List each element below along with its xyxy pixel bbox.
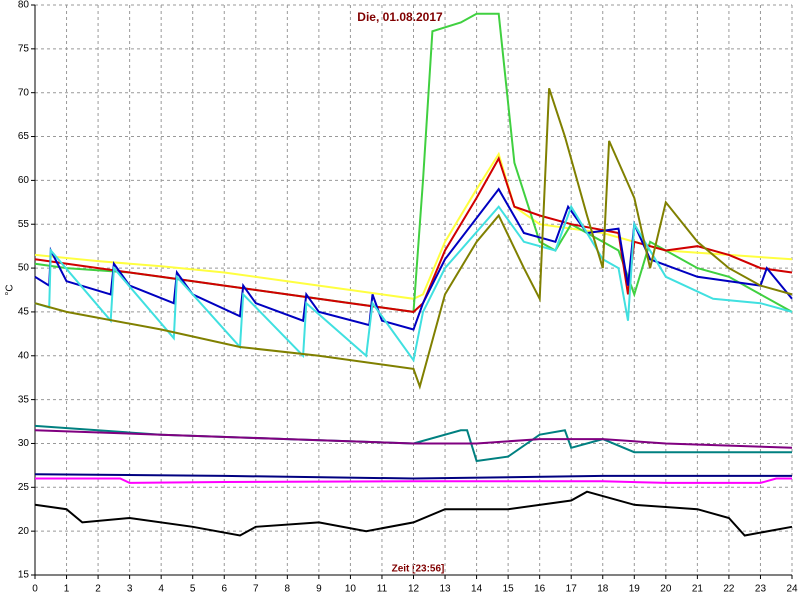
y-tick-label: 75 <box>18 43 30 54</box>
series-line <box>34 156 793 313</box>
x-tick-label: 23 <box>755 584 767 595</box>
x-tick-label: 21 <box>692 584 704 595</box>
series-line <box>34 490 793 537</box>
y-tick-label: 20 <box>18 526 30 537</box>
x-tick-label: 19 <box>629 584 641 595</box>
x-tick-label: 24 <box>786 584 798 595</box>
chart-title: Die, 01.08.2017 <box>357 10 443 24</box>
x-tick-label: 20 <box>660 584 672 595</box>
y-tick-label: 25 <box>18 482 30 493</box>
x-tick-label: 2 <box>95 584 101 595</box>
x-tick-label: 7 <box>253 584 259 595</box>
series-line <box>34 473 792 480</box>
x-tick-label: 6 <box>221 584 227 595</box>
x-tick-label: 15 <box>503 584 515 595</box>
y-tick-label: 30 <box>18 438 30 449</box>
x-tick-label: 9 <box>316 584 322 595</box>
y-tick-label: 40 <box>18 350 30 361</box>
y-tick-label: 15 <box>18 570 30 581</box>
series-line <box>35 477 792 484</box>
x-tick-label: 8 <box>285 584 291 595</box>
x-tick-label: 5 <box>190 584 196 595</box>
x-axis-label: Zeit [23:56] <box>392 564 445 575</box>
y-tick-label: 55 <box>18 219 30 230</box>
x-tick-label: 3 <box>127 584 133 595</box>
series-line <box>34 187 793 331</box>
x-tick-label: 12 <box>408 584 420 595</box>
series-line <box>34 429 793 449</box>
x-tick-label: 1 <box>64 584 70 595</box>
x-tick-label: 4 <box>158 584 164 595</box>
y-tick-label: 70 <box>18 87 30 98</box>
x-tick-label: 17 <box>566 584 578 595</box>
y-tick-label: 50 <box>18 263 30 274</box>
y-tick-label: 45 <box>18 307 30 318</box>
x-tick-label: 11 <box>377 584 388 595</box>
y-tick-label: 60 <box>18 175 30 186</box>
x-tick-label: 0 <box>32 584 38 595</box>
y-tick-label: 80 <box>18 0 30 11</box>
x-tick-label: 10 <box>345 584 357 595</box>
x-tick-label: 13 <box>439 584 451 595</box>
y-tick-label: 35 <box>18 394 30 405</box>
x-tick-label: 16 <box>534 584 546 595</box>
x-tick-label: 18 <box>597 584 609 595</box>
series-line <box>34 204 793 363</box>
x-tick-label: 22 <box>723 584 735 595</box>
y-tick-label: 65 <box>18 131 30 142</box>
y-axis-label: °C <box>5 284 16 295</box>
series-line <box>34 87 793 390</box>
x-tick-label: 14 <box>471 584 483 595</box>
